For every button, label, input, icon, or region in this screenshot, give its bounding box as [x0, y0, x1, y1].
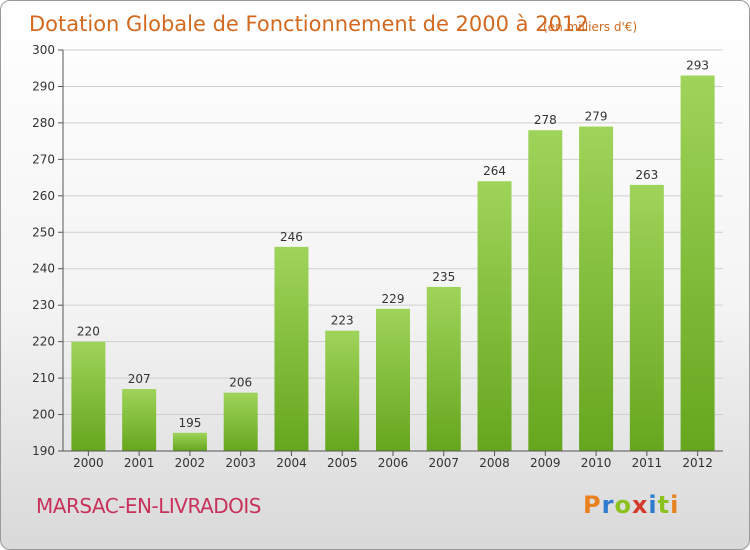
data-label-2012: 293: [686, 59, 709, 73]
commune-name: MARSAC-EN-LIVRADOIS: [36, 494, 261, 518]
logo-letter: i: [670, 491, 680, 519]
axis-lines: [62, 50, 723, 452]
y-tick-label: 270: [32, 152, 55, 166]
bar-2011: [629, 184, 664, 451]
y-tick-label: 260: [32, 189, 55, 203]
bar-2008: [477, 181, 512, 451]
data-label-2007: 235: [432, 270, 455, 284]
bars: 220 207 195 206 246 223 229 235 264 278 279 263 293: [71, 59, 715, 452]
y-tick-label: 210: [32, 371, 55, 385]
bar-2007: [426, 286, 461, 451]
bar-2006: [376, 308, 410, 451]
data-label-2008: 264: [483, 164, 506, 178]
y-tick-label: 190: [32, 444, 55, 458]
y-tick-label: 250: [32, 225, 55, 239]
bar-2000: [71, 341, 106, 451]
x-tick-label: 2007: [428, 456, 459, 470]
logo-letter: t: [657, 491, 671, 519]
bar-2001: [122, 389, 157, 451]
x-axis: 2000 2001 2002 2003 2004 2005 2006 2007 2008 2009…: [73, 451, 713, 470]
y-tick-label: 220: [32, 335, 55, 349]
x-tick-label: 2004: [276, 456, 307, 470]
y-tick-label: 240: [32, 262, 55, 276]
chart-title: Dotation Globale de Fonctionnement de 20…: [29, 12, 589, 36]
x-tick-label: 2008: [479, 456, 510, 470]
x-tick-label: 2010: [581, 456, 612, 470]
logo-letter: r: [601, 491, 615, 519]
data-label-2001: 207: [128, 372, 151, 386]
x-tick-label: 2005: [327, 456, 358, 470]
bar-2004: [274, 246, 309, 451]
data-label-2004: 246: [280, 230, 303, 244]
y-axis: 190 200 210 220 230 240 250 260 270 280 290 300: [32, 43, 63, 458]
y-tick-label: 290: [32, 79, 55, 93]
logo-letter: o: [614, 491, 632, 519]
x-tick-label: 2001: [124, 456, 155, 470]
bar-2009: [528, 130, 563, 451]
data-label-2006: 229: [382, 292, 405, 306]
data-label-2009: 278: [534, 113, 557, 127]
x-tick-label: 2012: [682, 456, 713, 470]
logo-letter: P: [583, 491, 602, 519]
proxiti-logo[interactable]: Proxiti: [583, 491, 679, 519]
data-label-2003: 206: [229, 376, 252, 390]
bar-2003: [223, 392, 258, 451]
x-tick-label: 2006: [378, 456, 409, 470]
y-tick-label: 230: [32, 298, 55, 312]
x-tick-label: 2000: [73, 456, 104, 470]
bar-2010: [579, 126, 614, 452]
x-tick-label: 2009: [530, 456, 561, 470]
bar-2002: [172, 432, 207, 451]
data-label-2010: 279: [585, 110, 608, 124]
data-label-2005: 223: [331, 314, 354, 328]
bar-2012: [680, 75, 715, 451]
logo-letter: i: [648, 491, 658, 519]
grid-lines: [63, 49, 723, 452]
y-tick-label: 200: [32, 408, 55, 422]
bar-2005: [325, 330, 360, 451]
y-tick-label: 280: [32, 116, 55, 130]
x-tick-label: 2003: [225, 456, 256, 470]
data-label-2002: 195: [178, 416, 201, 430]
data-label-2000: 220: [77, 325, 100, 339]
y-tick-label: 300: [32, 43, 55, 57]
data-label-2011: 263: [635, 168, 658, 182]
x-tick-label: 2002: [175, 456, 206, 470]
x-tick-label: 2011: [632, 456, 663, 470]
logo-letter: x: [631, 491, 649, 519]
chart-subtitle: (en milliers d'€): [543, 20, 637, 34]
